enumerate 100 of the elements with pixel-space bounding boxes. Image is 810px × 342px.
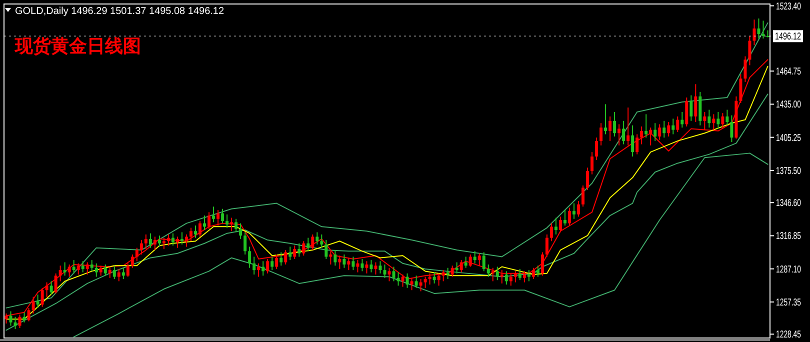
candlestick — [595, 137, 598, 160]
candlestick — [234, 218, 238, 233]
y-tick-label: 1435.00 — [776, 100, 810, 111]
candlestick — [262, 260, 265, 276]
candlestick — [703, 111, 706, 130]
candlestick — [365, 260, 368, 274]
candlestick — [486, 264, 490, 278]
candlestick — [442, 270, 445, 282]
candlestick — [86, 262, 89, 276]
candlestick — [708, 109, 711, 128]
candlestick — [690, 94, 693, 122]
candlestick — [383, 264, 386, 278]
candlestick — [63, 262, 66, 276]
candlestick — [194, 225, 197, 238]
candlestick — [680, 111, 684, 128]
candlestick — [522, 270, 526, 283]
candlestick — [370, 260, 373, 273]
candlestick — [712, 114, 716, 130]
candlestick — [532, 267, 535, 280]
candlestick — [378, 260, 382, 274]
candlestick — [450, 265, 454, 278]
candlestick — [50, 280, 53, 296]
candlestick — [590, 152, 594, 175]
candlestick — [726, 109, 729, 126]
chart-subtitle: GOLD,Daily 1496.29 1501.37 1495.08 1496.12 — [15, 6, 224, 17]
candlestick — [658, 124, 662, 140]
candlestick — [432, 272, 436, 284]
candlestick — [554, 217, 558, 235]
candlestick — [284, 250, 288, 266]
candlestick — [221, 208, 224, 224]
candlestick — [608, 116, 612, 142]
candlestick — [577, 200, 580, 218]
candlestick — [739, 74, 742, 104]
y-tick-label: 1287.10 — [776, 264, 810, 276]
candlestick — [604, 104, 608, 135]
candlestick — [509, 272, 512, 286]
candlestick — [558, 216, 562, 233]
candlestick — [171, 232, 174, 246]
candlestick — [76, 262, 80, 276]
candlestick — [392, 266, 396, 282]
candlestick — [504, 270, 508, 286]
candlestick — [626, 107, 630, 146]
candlestick — [356, 260, 360, 273]
candlestick — [388, 267, 391, 282]
y-tick-label: 1228.45 — [776, 330, 810, 341]
y-tick-label: 1375.50 — [776, 166, 810, 177]
candlestick — [744, 56, 747, 82]
candlestick — [563, 209, 566, 226]
candlestick — [347, 257, 350, 271]
candlestick — [334, 250, 337, 266]
candlestick — [280, 252, 283, 266]
candlestick — [45, 282, 48, 298]
candlestick — [572, 202, 576, 220]
candlestick — [342, 254, 346, 268]
candlestick — [162, 237, 166, 250]
candlestick — [464, 256, 468, 268]
candlestick — [176, 236, 179, 248]
candlestick — [112, 265, 116, 280]
candlestick — [716, 111, 720, 130]
candlestick — [662, 120, 666, 138]
candlestick — [338, 255, 342, 270]
candlestick — [694, 84, 698, 123]
candlestick — [316, 232, 319, 245]
candlestick — [189, 227, 192, 242]
y-tick-label: 1257.35 — [776, 297, 810, 308]
candlestick — [230, 217, 234, 232]
candlestick — [298, 242, 301, 258]
y-tick-label: 1405.25 — [776, 132, 810, 144]
candlestick — [140, 240, 143, 255]
candlestick — [257, 262, 260, 278]
candlestick — [153, 236, 156, 251]
candlestick — [239, 222, 242, 240]
candlestick — [600, 122, 603, 146]
candlestick — [518, 268, 522, 281]
candlestick — [99, 265, 102, 276]
y-tick-label: 1523.40 — [776, 1, 810, 12]
candlestick — [545, 234, 548, 258]
candlestick — [419, 278, 422, 292]
line-series — [6, 22, 768, 308]
candlestick — [586, 167, 590, 190]
candlestick — [184, 234, 188, 248]
candlestick — [401, 274, 404, 288]
candlestick — [135, 247, 138, 262]
candlestick — [216, 209, 220, 226]
candlestick — [40, 287, 44, 308]
candlestick — [672, 118, 675, 135]
candlestick — [148, 232, 152, 248]
candlestick — [514, 270, 517, 283]
candlestick — [437, 272, 440, 286]
candlestick — [360, 258, 364, 272]
candlestick — [757, 18, 760, 40]
candlestick — [104, 264, 107, 276]
ref-line-label: 1496.12 — [775, 32, 810, 43]
candlestick — [685, 97, 688, 127]
candlestick — [540, 252, 544, 276]
candlestick — [748, 36, 752, 66]
candlestick — [396, 272, 400, 286]
candlestick — [613, 111, 616, 137]
candlestick — [622, 120, 626, 145]
candlestick — [22, 312, 26, 323]
